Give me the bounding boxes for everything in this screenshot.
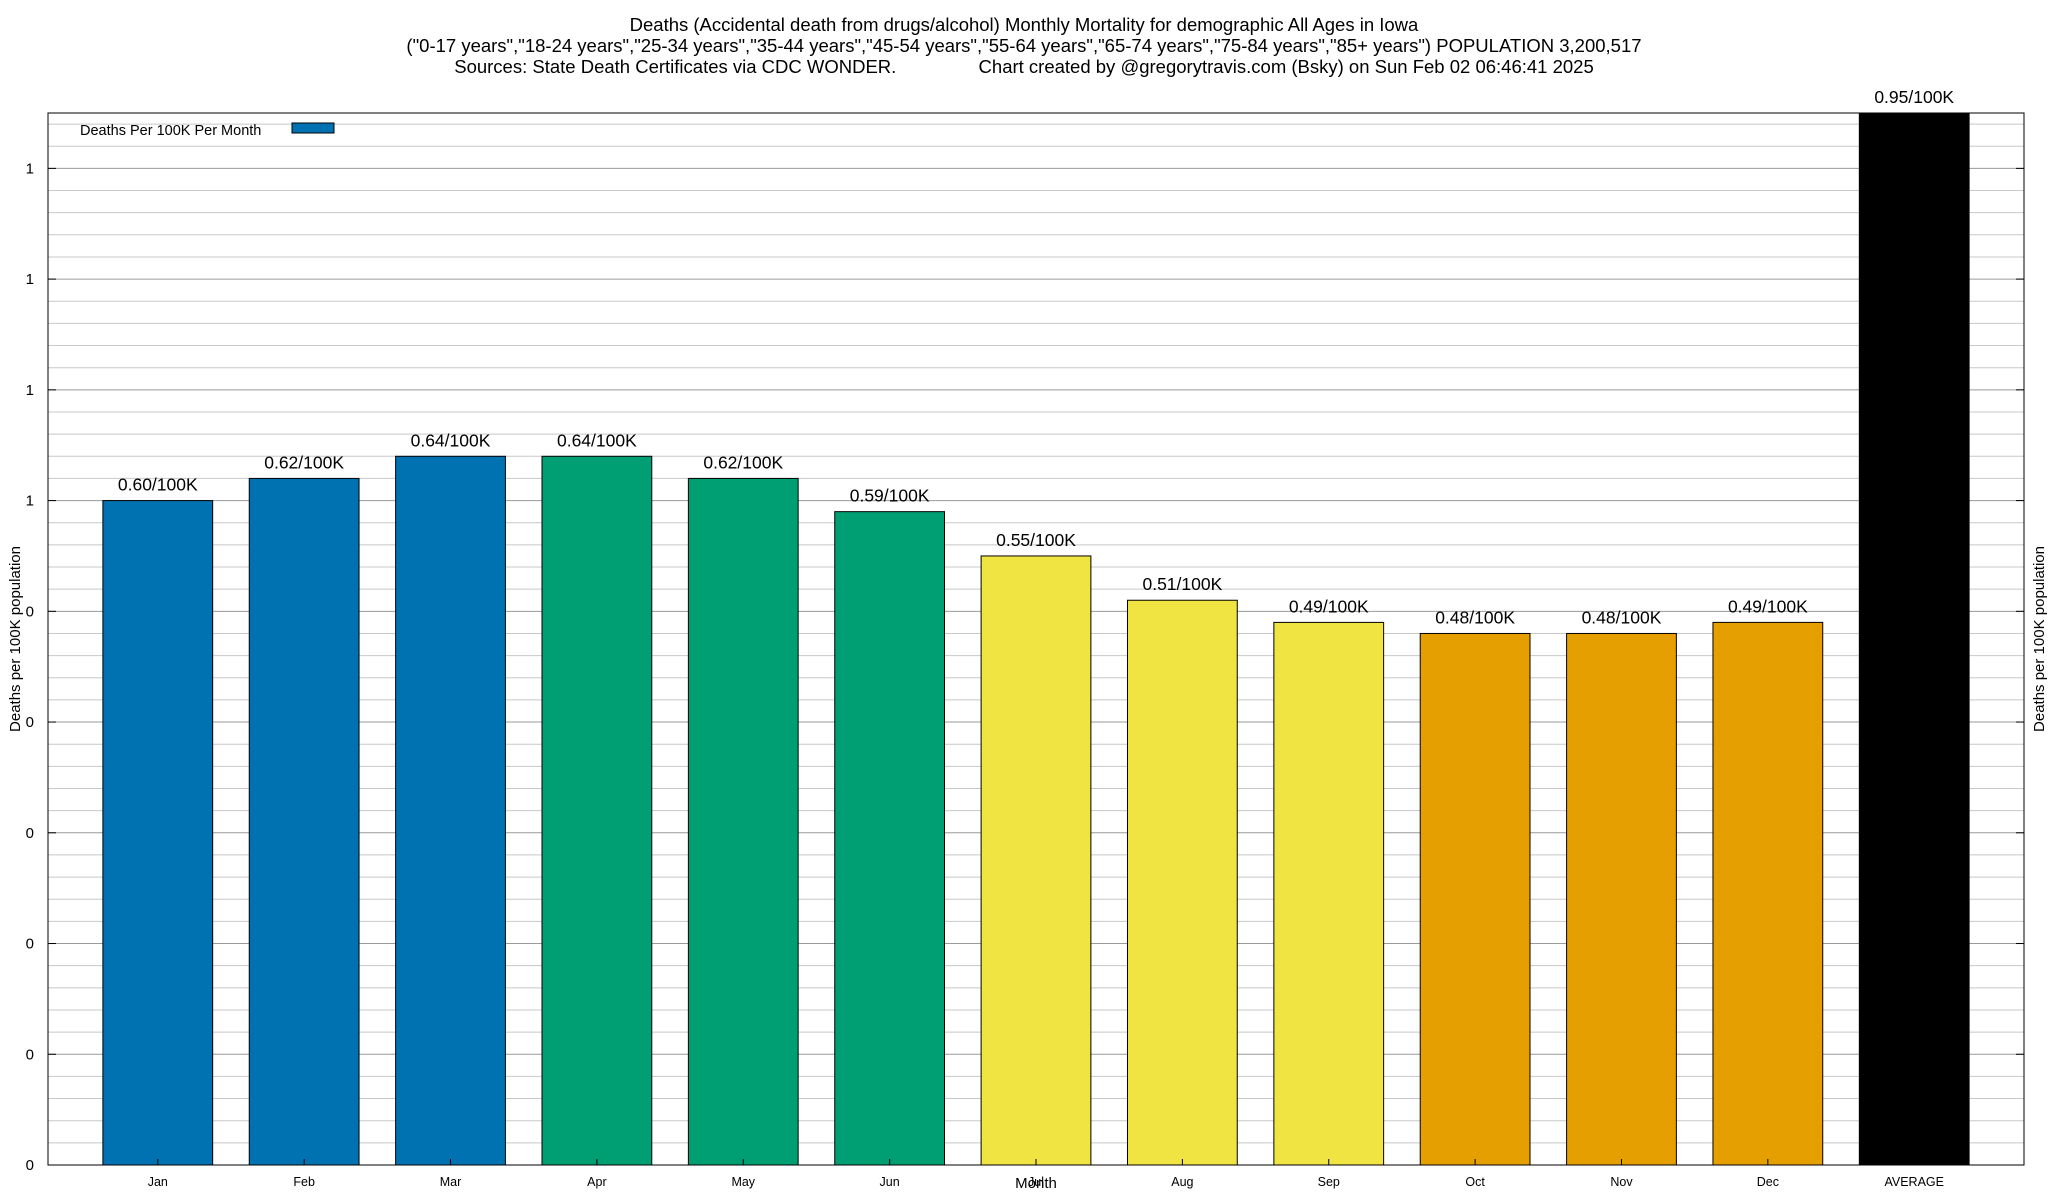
bar-value-label: 0.95/100K (1874, 87, 1954, 107)
bar-dec (1712, 621, 1824, 1166)
x-tick-label: Oct (1465, 1175, 1485, 1189)
x-tick-label: AVERAGE (1884, 1175, 1944, 1189)
bar-sep (1273, 621, 1385, 1166)
x-tick-label: May (731, 1175, 755, 1189)
x-tick-label: Jan (148, 1175, 168, 1189)
chart-title-block: Deaths (Accidental death from drugs/alco… (0, 14, 2048, 77)
x-tick-label: Nov (1610, 1175, 1633, 1189)
bar-jul (980, 555, 1092, 1166)
x-tick-label: Aug (1171, 1175, 1193, 1189)
chart-subtitle-demographics: ("0-17 years","18-24 years","25-34 years… (406, 35, 1642, 56)
bar-jun (834, 511, 946, 1166)
y-tick-label: 1 (26, 160, 34, 177)
bar-apr (541, 455, 653, 1166)
x-axis-title: Month (1015, 1175, 1057, 1192)
bar-mar (395, 455, 506, 1166)
y-tick-label: 0 (26, 1046, 34, 1063)
x-tick-label: Feb (293, 1175, 315, 1189)
legend-label: Deaths Per 100K Per Month (80, 123, 261, 139)
bar-value-labels: 0.60/100K 0.62/100K 0.64/100K 0.64/100K 0.62… (118, 87, 1955, 627)
x-tick-label: Mar (440, 1175, 462, 1189)
bar-value-label: 0.48/100K (1435, 607, 1515, 627)
y-axis-title-left: Deaths per 100K population (7, 546, 24, 732)
bar-nov (1566, 632, 1677, 1166)
chart-subtitle-sources: Sources: State Death Certificates via CD… (454, 56, 1594, 77)
legend: Deaths Per 100K Per Month (80, 122, 335, 139)
bar-value-label: 0.55/100K (996, 530, 1076, 550)
bar-jan (102, 500, 214, 1166)
bar-value-label: 0.64/100K (557, 430, 637, 450)
bar-value-label: 0.59/100K (850, 486, 930, 506)
y-tick-label: 1 (26, 382, 34, 399)
bar-value-label: 0.49/100K (1728, 596, 1808, 616)
y-tick-label: 0 (26, 1157, 34, 1174)
x-tick-label: Sep (1318, 1175, 1340, 1189)
bar-value-label: 0.51/100K (1142, 574, 1222, 594)
x-tick-label: Dec (1757, 1175, 1779, 1189)
chart-title: Deaths (Accidental death from drugs/alco… (629, 14, 1419, 35)
bar-value-label: 0.62/100K (703, 452, 783, 472)
x-axis-ticks: Jan Feb Mar Apr May Jun Jul Aug Sep Oct Nov Dec AVER… (148, 1159, 1944, 1189)
bar-feb (248, 477, 360, 1166)
y-tick-label: 1 (26, 493, 34, 510)
y-tick-label: 0 (26, 936, 34, 953)
bar-average (1858, 112, 1970, 1166)
y-tick-label: 0 (26, 603, 34, 620)
y-tick-label: 0 (26, 825, 34, 842)
x-tick-label: Apr (587, 1175, 606, 1189)
bar-value-label: 0.49/100K (1289, 596, 1369, 616)
bar-value-label: 0.60/100K (118, 475, 198, 495)
y-tick-label: 0 (26, 714, 34, 731)
bar-may (687, 477, 799, 1166)
bar-aug (1126, 599, 1238, 1166)
y-tick-label: 1 (26, 271, 34, 288)
x-tick-label: Jun (880, 1175, 900, 1189)
bar-value-label: 0.48/100K (1582, 607, 1662, 627)
x-tick-label: Jul (1028, 1175, 1044, 1189)
bar-value-label: 0.62/100K (264, 452, 344, 472)
y-axis-title-right: Deaths per 100K population (2031, 546, 2048, 732)
bar-oct (1419, 632, 1531, 1166)
bar-value-label: 0.64/100K (411, 430, 491, 450)
legend-swatch (291, 122, 335, 134)
y-axis-ticks: 0 0 0 0 0 0 1 1 1 1 (26, 160, 2024, 1174)
